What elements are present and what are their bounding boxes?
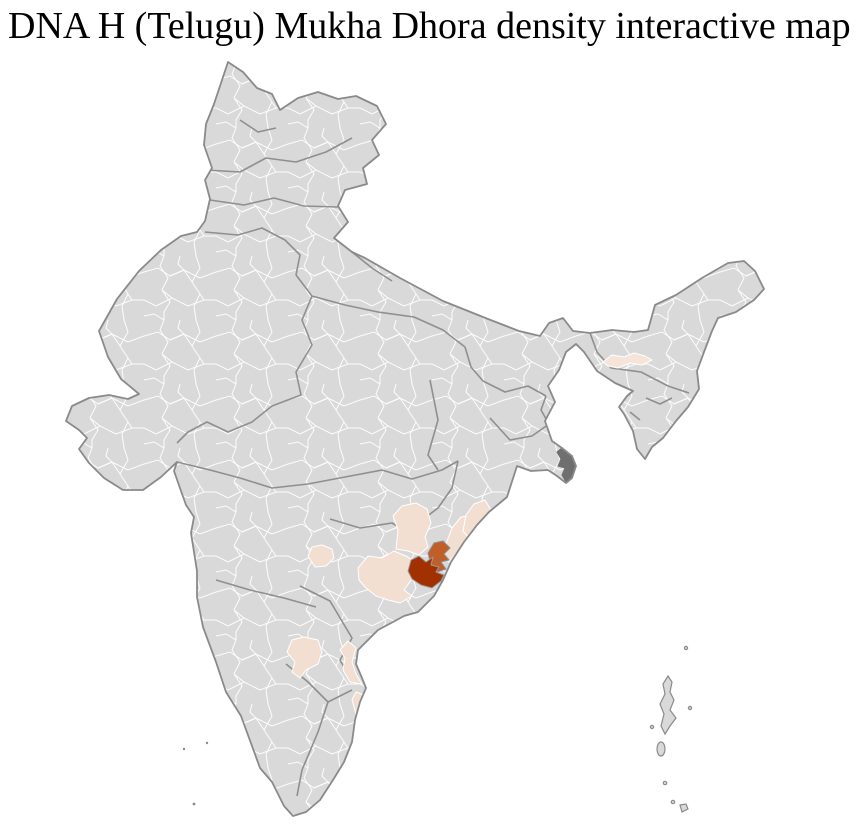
- district-nellore-coastal[interactable]: [339, 640, 363, 685]
- state-boundaries: [176, 119, 690, 797]
- district-godavari-inland[interactable]: [357, 550, 413, 604]
- district-rayalaseema-inland[interactable]: [286, 636, 323, 679]
- district-coastal-andhra-north[interactable]: [427, 540, 451, 573]
- district-assam-valley[interactable]: [602, 352, 653, 369]
- district-coastal-andhra-core[interactable]: [407, 555, 445, 589]
- andaman-nicobar-islands[interactable]: [649, 645, 693, 813]
- district-telangana-inland[interactable]: [307, 544, 335, 568]
- highlighted-districts: [286, 352, 653, 715]
- district-odisha-inland[interactable]: [392, 502, 432, 556]
- page-title: DNA H (Telugu) Mukha Dhora density inter…: [8, 5, 851, 47]
- lakshadweep-islands[interactable]: [182, 741, 209, 806]
